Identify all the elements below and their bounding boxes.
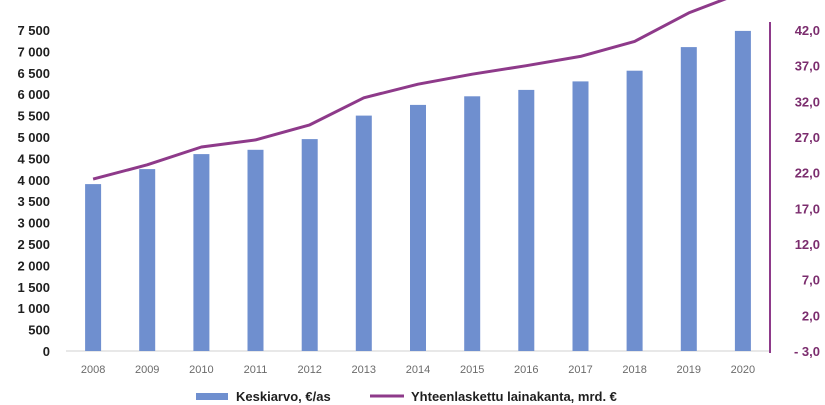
bar — [355, 115, 372, 351]
left-tick-label: 6 500 — [17, 66, 50, 81]
right-tick-label: 22,0 — [795, 166, 820, 181]
left-tick-label: 500 — [28, 323, 50, 338]
right-tick-label: 2,0 — [802, 308, 820, 323]
x-tick-label: 2019 — [677, 364, 701, 376]
bar-series — [85, 30, 751, 352]
bar — [680, 47, 697, 351]
x-tick-label: 2015 — [460, 364, 484, 376]
x-tick-label: 2012 — [297, 364, 321, 376]
bar — [193, 154, 210, 351]
x-tick-label: 2016 — [514, 364, 538, 376]
x-tick-label: 2018 — [622, 364, 646, 376]
left-tick-label: 6 000 — [17, 87, 50, 102]
left-tick-label: 7 500 — [17, 23, 50, 38]
left-tick-label: 0 — [43, 344, 50, 359]
right-tick-label: 37,0 — [795, 59, 820, 74]
x-tick-label: 2014 — [406, 364, 430, 376]
bar — [464, 96, 481, 351]
x-tick-label: 2008 — [81, 364, 105, 376]
left-tick-label: 4 500 — [17, 151, 50, 166]
left-tick-label: 4 000 — [17, 173, 50, 188]
legend-label-bar: Keskiarvo, €/as — [236, 389, 331, 404]
left-tick-label: 1 000 — [17, 301, 50, 316]
x-tick-label: 2020 — [731, 364, 755, 376]
left-tick-label: 5 000 — [17, 130, 50, 145]
left-tick-label: 7 000 — [17, 44, 50, 59]
x-tick-label: 2017 — [568, 364, 592, 376]
x-axis-ticks: 2008 2009 2010 2011 2012 2013 2014 2015 2016 2017… — [81, 364, 755, 376]
right-tick-label: 17,0 — [795, 201, 820, 216]
x-tick-label: 2013 — [352, 364, 376, 376]
left-tick-label: 3 500 — [17, 194, 50, 209]
legend-swatch-bar — [196, 393, 228, 400]
bar — [572, 81, 589, 352]
line-series — [92, 0, 727, 181]
x-tick-label: 2010 — [189, 364, 213, 376]
bar — [626, 70, 643, 351]
left-tick-label: 2 000 — [17, 258, 50, 273]
left-tick-label: 2 500 — [17, 237, 50, 252]
line-path — [92, 0, 727, 181]
bar — [85, 184, 102, 351]
left-tick-label: 1 500 — [17, 280, 50, 295]
bar — [139, 169, 156, 351]
right-tick-label: 7,0 — [802, 273, 820, 288]
right-axis-ticks: - 3,0 2,0 7,0 12,0 17,0 22,0 27,0 32,0 37,0 42,0 — [794, 23, 820, 359]
left-tick-label: 5 500 — [17, 109, 50, 124]
x-tick-label: 2009 — [135, 364, 159, 376]
right-tick-label: - 3,0 — [794, 344, 820, 359]
right-tick-label: 12,0 — [795, 237, 820, 252]
x-tick-label: 2011 — [244, 364, 268, 376]
right-tick-label: 32,0 — [795, 94, 820, 109]
legend: Keskiarvo, €/as Yhteenlaskettu lainakant… — [196, 389, 617, 404]
right-tick-label: 42,0 — [795, 23, 820, 38]
bar — [410, 104, 426, 352]
bar — [247, 149, 264, 351]
legend-label-line: Yhteenlaskettu lainakanta, mrd. € — [411, 389, 617, 404]
right-tick-label: 27,0 — [795, 130, 820, 145]
left-axis-ticks: 0 500 1 000 1 500 2 000 2 500 3 000 3 500 4 000 4… — [17, 23, 50, 359]
left-tick-label: 3 000 — [17, 216, 50, 231]
bar — [734, 30, 751, 352]
bar — [301, 139, 318, 351]
bar — [518, 89, 535, 352]
